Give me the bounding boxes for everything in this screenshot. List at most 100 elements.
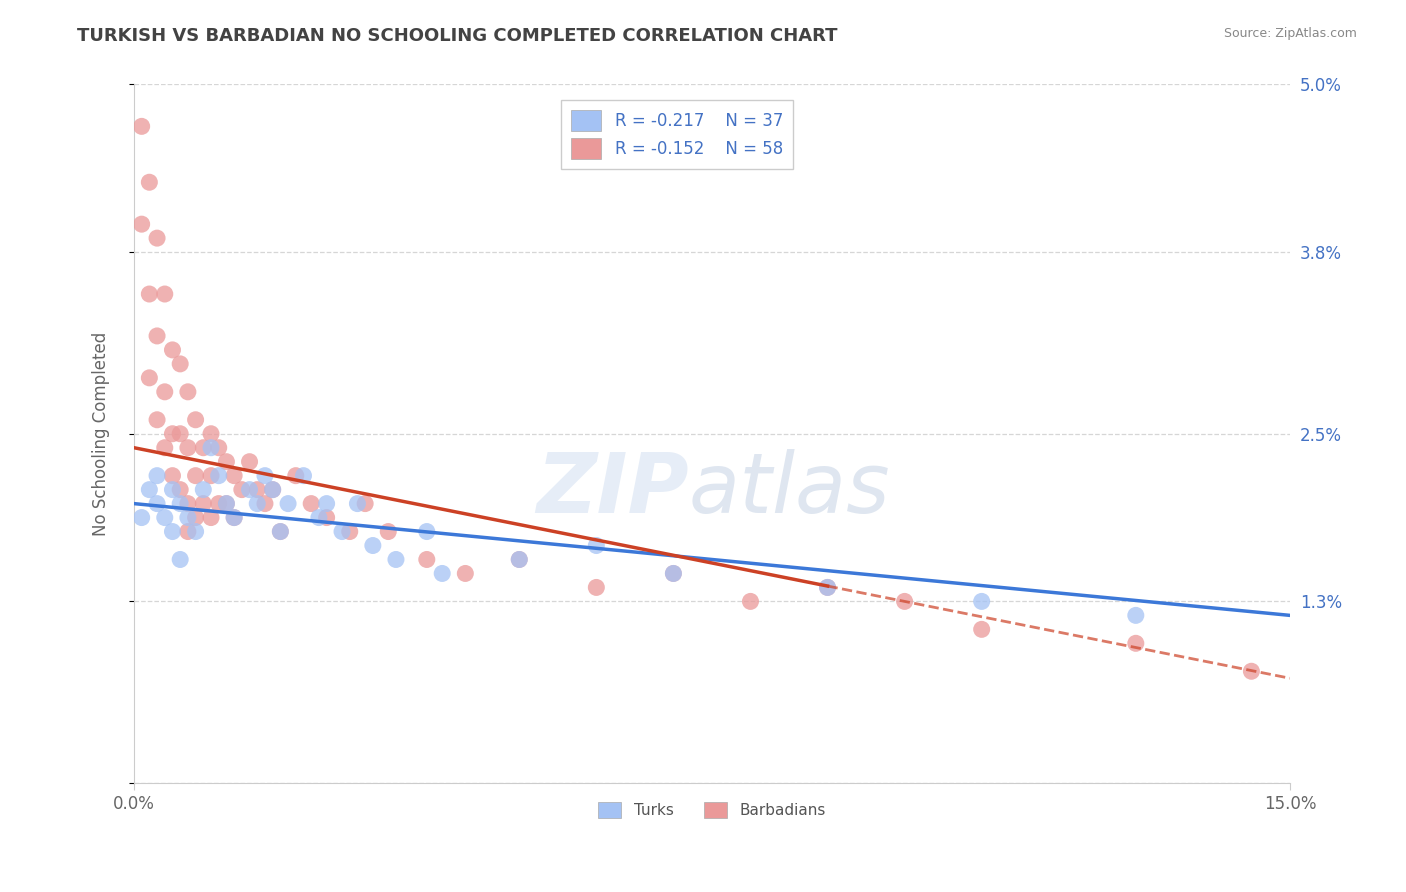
Text: Source: ZipAtlas.com: Source: ZipAtlas.com [1223, 27, 1357, 40]
Legend: Turks, Barbadians: Turks, Barbadians [592, 796, 831, 824]
Point [200, 510, 222, 524]
Point [162, 426, 184, 441]
Point [346, 497, 368, 511]
Point [432, 566, 454, 581]
Point [193, 497, 215, 511]
Point [1125, 636, 1147, 650]
Point [169, 552, 191, 566]
Point [184, 510, 207, 524]
Point [200, 468, 222, 483]
Point [224, 468, 246, 483]
Point [184, 524, 207, 539]
Point [354, 497, 377, 511]
Point [162, 343, 184, 357]
Point [177, 524, 200, 539]
Point [177, 441, 200, 455]
Point [1240, 665, 1263, 679]
Point [193, 483, 215, 497]
Point [208, 441, 231, 455]
Point [153, 441, 176, 455]
Point [253, 497, 276, 511]
Point [153, 384, 176, 399]
Y-axis label: No Schooling Completed: No Schooling Completed [93, 332, 110, 536]
Point [215, 497, 238, 511]
Point [253, 468, 276, 483]
Point [177, 510, 200, 524]
Point [169, 483, 191, 497]
Point [231, 483, 253, 497]
Point [146, 413, 169, 427]
Point [215, 455, 238, 469]
Point [169, 426, 191, 441]
Point [169, 497, 191, 511]
Point [377, 524, 399, 539]
Point [269, 524, 291, 539]
Point [292, 468, 315, 483]
Point [138, 175, 160, 189]
Point [238, 483, 260, 497]
Point [177, 384, 200, 399]
Point [131, 120, 153, 134]
Point [339, 524, 361, 539]
Point [138, 371, 160, 385]
Point [970, 623, 993, 637]
Point [277, 497, 299, 511]
Text: atlas: atlas [689, 450, 890, 530]
Point [162, 524, 184, 539]
Point [817, 581, 839, 595]
Point [970, 594, 993, 608]
Point [817, 581, 839, 595]
Point [184, 413, 207, 427]
Point [315, 497, 337, 511]
Point [740, 594, 762, 608]
Point [330, 524, 353, 539]
Text: ZIP: ZIP [536, 450, 689, 530]
Point [262, 483, 284, 497]
Point [385, 552, 408, 566]
Point [246, 483, 269, 497]
Point [508, 552, 530, 566]
Point [361, 539, 384, 553]
Point [585, 539, 607, 553]
Point [585, 581, 607, 595]
Point [146, 231, 169, 245]
Point [454, 566, 477, 581]
Point [269, 524, 291, 539]
Point [262, 483, 284, 497]
Text: TURKISH VS BARBADIAN NO SCHOOLING COMPLETED CORRELATION CHART: TURKISH VS BARBADIAN NO SCHOOLING COMPLE… [77, 27, 838, 45]
Point [131, 510, 153, 524]
Point [308, 510, 330, 524]
Point [153, 510, 176, 524]
Point [208, 497, 231, 511]
Point [238, 455, 260, 469]
Point [208, 468, 231, 483]
Point [315, 510, 337, 524]
Point [146, 497, 169, 511]
Point [215, 497, 238, 511]
Point [416, 552, 439, 566]
Point [138, 287, 160, 301]
Point [138, 483, 160, 497]
Point [224, 510, 246, 524]
Point [193, 441, 215, 455]
Point [1125, 608, 1147, 623]
Point [162, 468, 184, 483]
Point [200, 426, 222, 441]
Point [662, 566, 685, 581]
Point [284, 468, 307, 483]
Point [146, 468, 169, 483]
Point [299, 497, 322, 511]
Point [184, 468, 207, 483]
Point [162, 483, 184, 497]
Point [662, 566, 685, 581]
Point [169, 357, 191, 371]
Point [893, 594, 915, 608]
Point [177, 497, 200, 511]
Point [146, 329, 169, 343]
Point [131, 217, 153, 231]
Point [200, 441, 222, 455]
Point [508, 552, 530, 566]
Point [416, 524, 439, 539]
Point [224, 510, 246, 524]
Point [246, 497, 269, 511]
